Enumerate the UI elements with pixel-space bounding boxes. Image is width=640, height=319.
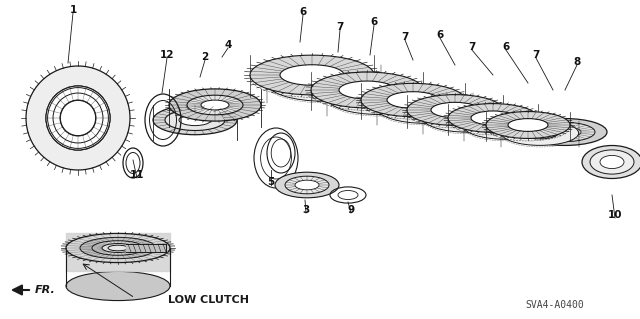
Text: 7: 7 [468,42,476,52]
Ellipse shape [600,155,624,169]
Ellipse shape [522,127,558,139]
Text: 6: 6 [436,30,444,40]
Text: 3: 3 [302,205,310,215]
Ellipse shape [387,92,439,108]
Ellipse shape [80,237,156,259]
Ellipse shape [353,90,404,106]
Ellipse shape [66,271,170,300]
Text: 7: 7 [336,22,344,32]
Circle shape [46,86,110,150]
Ellipse shape [294,74,353,93]
Ellipse shape [201,100,229,110]
Text: 11: 11 [130,170,144,180]
Text: 7: 7 [401,32,409,42]
Ellipse shape [102,243,134,252]
Text: 12: 12 [160,50,174,60]
Text: 4: 4 [224,40,232,50]
Ellipse shape [501,121,579,145]
Ellipse shape [361,83,465,117]
Text: 8: 8 [573,57,580,67]
Ellipse shape [463,113,547,139]
Ellipse shape [377,93,473,123]
Ellipse shape [108,245,128,251]
Ellipse shape [523,119,607,145]
Ellipse shape [179,115,211,126]
Text: 1: 1 [69,5,77,15]
Text: 7: 7 [532,50,540,60]
Text: 9: 9 [348,205,355,215]
Ellipse shape [590,150,634,174]
Ellipse shape [66,234,170,263]
Ellipse shape [339,81,395,99]
Ellipse shape [187,95,243,115]
Ellipse shape [169,89,261,121]
Text: 10: 10 [608,210,622,220]
Ellipse shape [484,120,525,132]
Circle shape [26,66,130,170]
Ellipse shape [280,65,344,85]
Ellipse shape [486,112,570,138]
Ellipse shape [508,119,548,131]
Ellipse shape [549,127,581,137]
Ellipse shape [267,65,381,101]
Text: LOW CLUTCH: LOW CLUTCH [168,295,249,305]
Ellipse shape [92,241,144,255]
Ellipse shape [275,172,339,198]
Ellipse shape [250,55,374,95]
Ellipse shape [582,145,640,179]
Ellipse shape [431,102,479,118]
Ellipse shape [295,180,319,190]
Ellipse shape [471,111,515,125]
Text: FR.: FR. [35,285,56,295]
Ellipse shape [445,111,489,125]
Text: 6: 6 [502,42,509,52]
Text: 2: 2 [202,52,209,62]
Ellipse shape [407,95,503,125]
Ellipse shape [285,176,329,194]
Circle shape [46,86,110,150]
Ellipse shape [535,122,595,142]
Text: 6: 6 [300,7,307,17]
Text: 6: 6 [371,17,378,27]
Text: SVA4-A0400: SVA4-A0400 [525,300,584,310]
Ellipse shape [165,109,225,130]
Ellipse shape [401,100,449,116]
Ellipse shape [448,104,538,132]
Ellipse shape [311,72,423,108]
Ellipse shape [328,82,431,115]
Text: 5: 5 [268,177,275,187]
Ellipse shape [153,105,237,135]
Ellipse shape [423,104,511,132]
